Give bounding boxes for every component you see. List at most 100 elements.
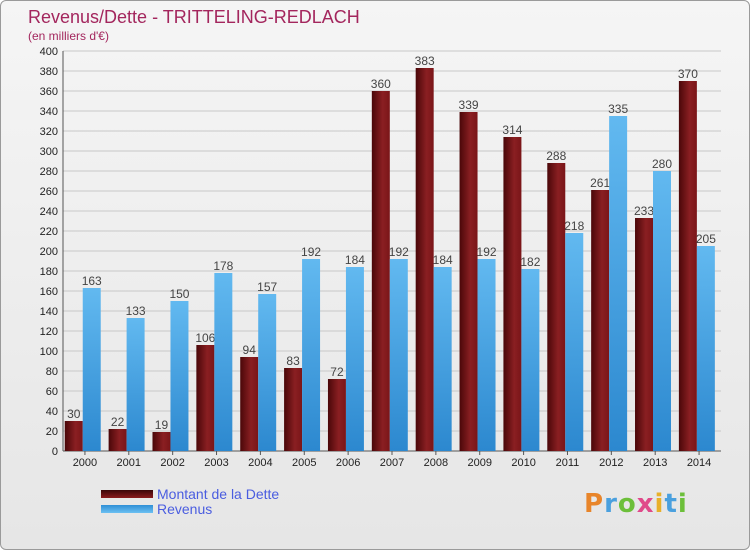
y-tick-label: 220 — [40, 226, 58, 238]
bar-revenue — [565, 233, 584, 451]
legend-swatch-debt — [101, 490, 153, 498]
bar-debt — [635, 218, 654, 451]
x-tick-label: 2008 — [424, 457, 448, 469]
bar-debt — [591, 190, 610, 451]
bar-revenue — [477, 259, 496, 451]
proxiti-logo: Proxiti — [584, 489, 688, 519]
data-label-debt: 106 — [195, 331, 215, 345]
x-tick-label: 2012 — [599, 457, 623, 469]
y-tick-label: 0 — [52, 446, 58, 458]
y-tick-label: 240 — [40, 206, 58, 218]
data-label-debt: 261 — [590, 176, 610, 190]
y-tick-label: 40 — [46, 406, 58, 418]
y-tick-label: 100 — [40, 346, 58, 358]
data-label-revenue: 163 — [82, 274, 102, 288]
data-label-revenue: 184 — [433, 253, 453, 267]
bar-debt — [459, 112, 478, 451]
x-tick-label: 2009 — [467, 457, 491, 469]
bar-debt — [108, 429, 127, 451]
y-tick-label: 340 — [40, 106, 58, 118]
data-label-revenue: 280 — [652, 157, 672, 171]
x-tick-label: 2010 — [511, 457, 535, 469]
x-tick-label: 2001 — [117, 457, 141, 469]
data-label-debt: 94 — [243, 343, 257, 357]
x-tick-label: 2014 — [687, 457, 711, 469]
data-label-debt: 22 — [111, 415, 125, 429]
data-label-debt: 19 — [155, 418, 169, 432]
y-tick-label: 180 — [40, 266, 58, 278]
y-tick-label: 80 — [46, 366, 58, 378]
data-label-debt: 383 — [415, 54, 435, 68]
data-label-revenue: 150 — [169, 287, 189, 301]
bar-revenue — [302, 259, 321, 451]
bar-revenue — [521, 269, 540, 451]
y-tick-label: 140 — [40, 306, 58, 318]
bar-debt — [547, 163, 566, 451]
x-tick-label: 2004 — [248, 457, 272, 469]
bar-revenue — [609, 116, 628, 451]
x-tick-label: 2000 — [73, 457, 97, 469]
x-tick-label: 2013 — [643, 457, 667, 469]
x-tick-label: 2005 — [292, 457, 316, 469]
x-tick-label: 2011 — [556, 457, 580, 469]
bar-debt — [196, 345, 215, 451]
bar-debt — [240, 357, 259, 451]
bar-debt — [327, 379, 346, 451]
y-tick-label: 20 — [46, 426, 58, 438]
data-label-revenue: 205 — [696, 232, 716, 246]
logo-letter: i — [677, 489, 688, 519]
bar-debt — [64, 421, 83, 451]
legend-swatch-revenue — [101, 505, 153, 513]
legend-label-revenue: Revenus — [157, 501, 213, 517]
bar-revenue — [214, 273, 233, 451]
bar-revenue — [696, 246, 715, 451]
x-tick-label: 2007 — [380, 457, 404, 469]
y-tick-label: 120 — [40, 326, 58, 338]
x-tick-label: 2003 — [204, 457, 228, 469]
data-label-revenue: 182 — [520, 255, 540, 269]
bar-debt — [152, 432, 171, 451]
data-label-revenue: 192 — [477, 245, 497, 259]
logo-letter: o — [617, 489, 637, 519]
bar-revenue — [82, 288, 101, 451]
logo-letter: i — [654, 489, 665, 519]
bar-revenue — [653, 171, 671, 451]
legend-label-debt: Montant de la Dette — [157, 486, 280, 502]
x-tick-label: 2002 — [160, 457, 184, 469]
data-label-debt: 339 — [459, 98, 479, 112]
data-label-debt: 72 — [330, 365, 344, 379]
bar-debt — [415, 68, 434, 451]
data-label-debt: 233 — [634, 204, 654, 218]
data-label-debt: 83 — [286, 354, 300, 368]
y-tick-label: 380 — [40, 66, 58, 78]
data-label-revenue: 133 — [126, 304, 146, 318]
data-label-debt: 314 — [502, 123, 522, 137]
y-tick-label: 280 — [40, 166, 58, 178]
chart-title: Revenus/Dette - TRITTELING-REDLACH — [28, 7, 360, 27]
y-tick-label: 260 — [40, 186, 58, 198]
y-tick-label: 60 — [46, 386, 58, 398]
data-label-debt: 30 — [67, 407, 81, 421]
y-tick-label: 400 — [40, 46, 58, 58]
data-label-revenue: 218 — [564, 219, 584, 233]
data-label-revenue: 192 — [389, 245, 409, 259]
logo-letter: x — [636, 489, 655, 519]
logo-letter: t — [664, 489, 678, 519]
data-label-revenue: 184 — [345, 253, 365, 267]
y-tick-label: 200 — [40, 246, 58, 258]
bar-revenue — [258, 294, 277, 451]
y-tick-label: 360 — [40, 86, 58, 98]
chart-subtitle: (en milliers d'€) — [28, 29, 109, 43]
bar-revenue — [126, 318, 145, 451]
data-label-revenue: 192 — [301, 245, 321, 259]
bar-revenue — [389, 259, 408, 451]
x-tick-label: 2006 — [336, 457, 360, 469]
data-label-revenue: 335 — [608, 102, 628, 116]
bar-revenue — [433, 267, 452, 451]
bar-debt — [371, 91, 390, 451]
bar-debt — [503, 137, 522, 451]
data-label-revenue: 157 — [257, 280, 277, 294]
y-tick-label: 320 — [40, 126, 58, 138]
